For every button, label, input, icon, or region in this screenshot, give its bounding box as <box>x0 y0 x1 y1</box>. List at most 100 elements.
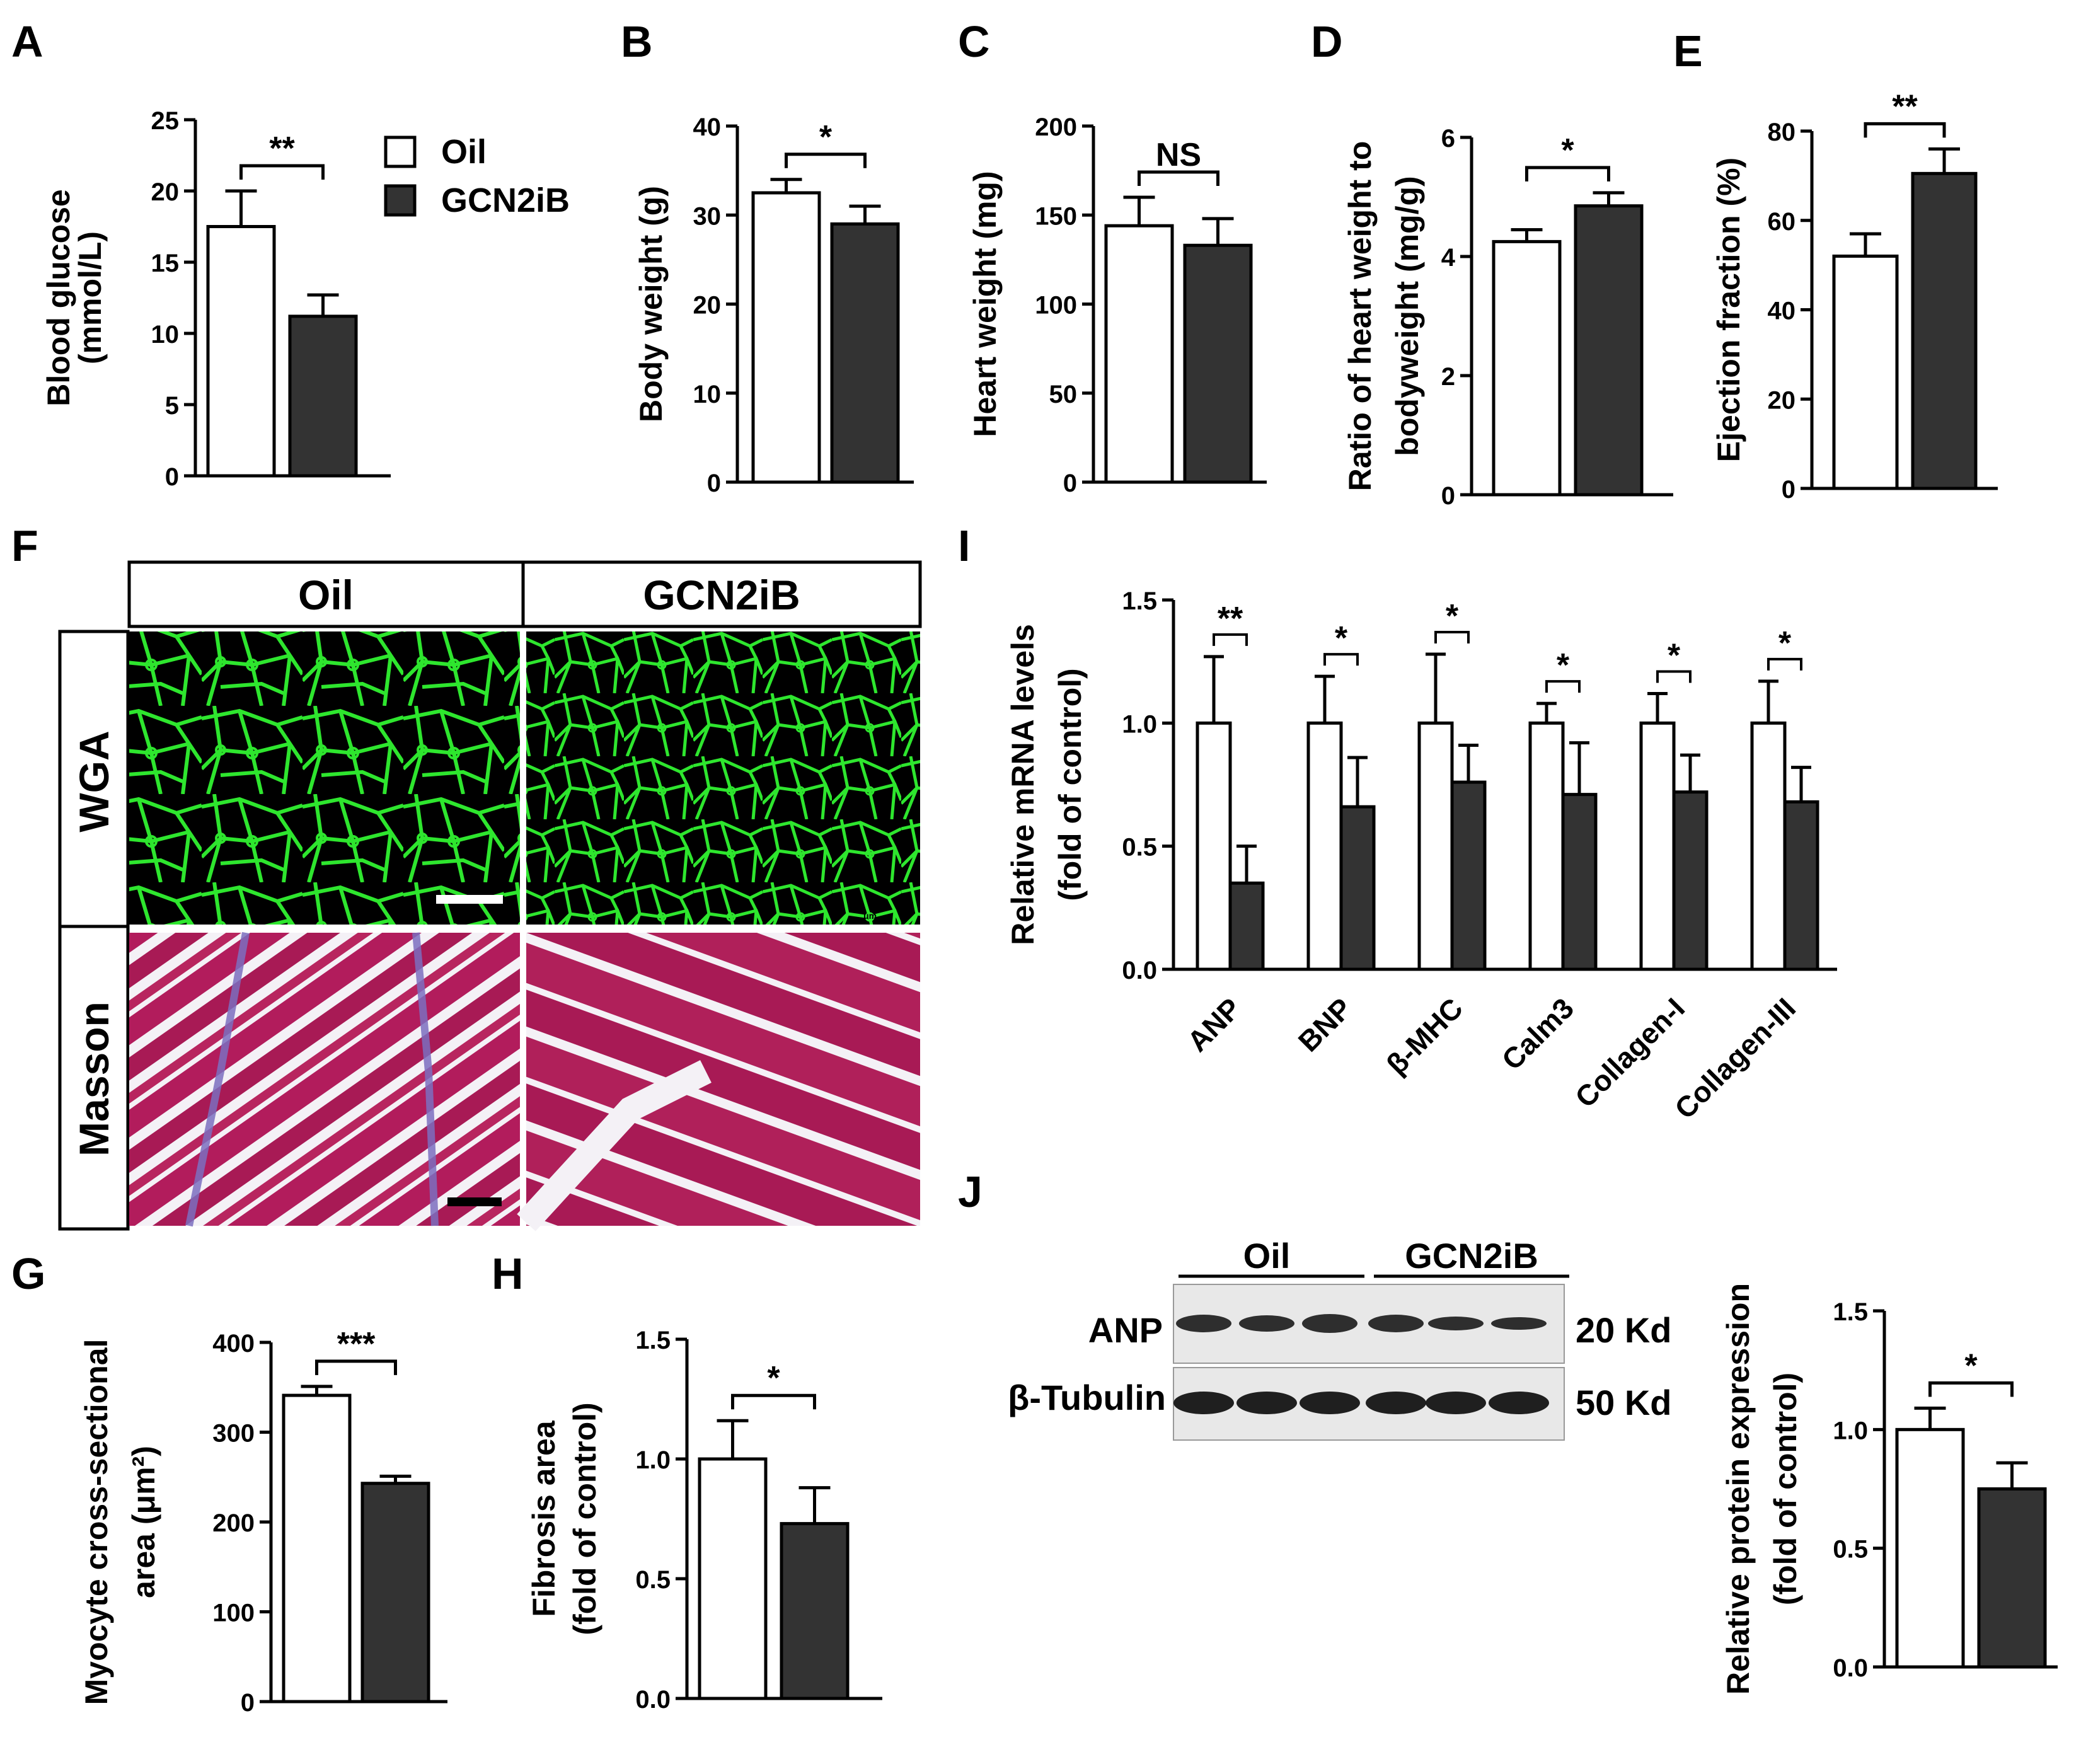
significance-bracket <box>239 164 325 180</box>
legend-swatch-oil <box>384 135 417 168</box>
bar <box>1417 721 1454 971</box>
row-header-wga: WGA <box>71 730 117 832</box>
x-tick-label: Collagen-I <box>1569 991 1691 1114</box>
significance-bracket <box>315 1359 397 1375</box>
masson-image-gcn2ib <box>526 933 920 1226</box>
panel-letter-J: J <box>958 1167 983 1216</box>
significance-bracket <box>1525 166 1610 182</box>
wga-scale-bar <box>436 895 503 904</box>
y-tick-label: 20 <box>693 292 722 320</box>
y-tick-label: 0.0 <box>635 1686 671 1714</box>
y-tick-label: 100 <box>1035 292 1077 320</box>
legend-swatch-gcn2ib <box>384 184 417 217</box>
y-tick-label: 6 <box>1441 125 1455 153</box>
y-axis-label: Body weight (g) <box>633 186 669 422</box>
significance-label: * <box>767 1360 780 1397</box>
chart-heart-body-ratio: 0 2 4 6 Ratio of heart weight to bodyweight (… <box>1342 125 1673 510</box>
anp-band <box>1302 1314 1357 1333</box>
y-tick-label: 100 <box>212 1600 255 1627</box>
tubulin-band <box>1236 1392 1297 1414</box>
col-header-box-oil <box>127 560 525 628</box>
significance-label: NS <box>1156 137 1201 173</box>
chart-myocyte-area: 0 100 200 300 400 Myocyte cross-sectional area… <box>79 1326 447 1717</box>
bar <box>1561 793 1598 971</box>
significance-label: ** <box>1218 601 1243 637</box>
legend-label-oil: Oil <box>441 133 487 171</box>
bar-gcn2ib <box>1183 243 1253 484</box>
y-tick-label: 200 <box>212 1509 255 1537</box>
legend-label-gcn2ib: GCN2iB <box>441 182 570 219</box>
y-tick-label: 0 <box>1063 470 1077 497</box>
tubulin-band <box>1426 1392 1486 1414</box>
tubulin-band <box>1300 1392 1360 1414</box>
chart-ejection-fraction: 0 20 40 60 80 Ejection fraction (%) ** <box>1711 88 1998 504</box>
bar-oil <box>1895 1427 1965 1669</box>
significance-bracket <box>1656 670 1692 683</box>
tubulin-band <box>1173 1392 1234 1414</box>
y-tick-label: 40 <box>1768 297 1796 325</box>
y-tick-label: 20 <box>151 178 180 206</box>
panel-letter-G: G <box>11 1249 45 1298</box>
blot-size-tubulin: 50 Kd <box>1576 1383 1672 1422</box>
bar-gcn2ib <box>288 314 358 478</box>
anp-band <box>1368 1315 1424 1332</box>
bar <box>1783 800 1819 971</box>
y-axis-label: Relative protein expression <box>1720 1283 1756 1695</box>
masson-image-oil <box>129 933 520 1226</box>
y-tick-label: 1.0 <box>1122 710 1157 738</box>
panel-letter-H: H <box>492 1249 524 1298</box>
significance-label: ** <box>1892 88 1918 125</box>
significance-label: * <box>1557 647 1570 684</box>
y-tick-label: 400 <box>212 1330 255 1358</box>
y-axis-label: Ejection fraction (%) <box>1711 158 1746 462</box>
y-axis-label: Heart weight (mg) <box>967 171 1003 437</box>
row-header-box-wga <box>58 630 130 928</box>
y-axis-label: Relative mRNA levels <box>1005 624 1040 945</box>
anp-band <box>1239 1315 1294 1332</box>
tubulin-band <box>1366 1392 1426 1414</box>
chart-heart-weight: 0 50 100 150 200 Heart weight (mg) NS <box>967 113 1267 497</box>
wga2-scale-text-0: 0 <box>832 911 837 921</box>
y-tick-label: 4 <box>1441 244 1456 272</box>
y-tick-label: 0.0 <box>1122 957 1157 984</box>
anp-band <box>1428 1317 1484 1330</box>
y-tick-label: 15 <box>151 250 180 277</box>
significance-label: *** <box>337 1326 376 1363</box>
y-tick-label: 2 <box>1441 363 1455 391</box>
y-tick-label: 60 <box>1768 208 1796 236</box>
y-tick-label: 10 <box>151 321 180 349</box>
bar-oil <box>1492 239 1562 497</box>
y-tick-label: 25 <box>151 107 180 135</box>
bar-oil <box>282 1393 352 1703</box>
chart-fibrosis-area: 0.0 0.5 1.0 1.5 Fibrosis area (fold of contro… <box>526 1327 882 1714</box>
x-tick-label: β-MHC <box>1380 991 1470 1081</box>
y-tick-label: 0 <box>1441 482 1455 510</box>
blot-label-tubulin: β-Tubulin <box>1008 1378 1166 1417</box>
significance-bracket <box>1864 122 1946 138</box>
chart-blood-glucose: 0 5 10 15 20 25 Blood glucose(mmol/L) ** <box>41 107 391 491</box>
legend: Oil GCN2iB <box>384 133 570 219</box>
y-tick-label: 1.5 <box>1833 1298 1868 1326</box>
y-axis-label: (fold of control) <box>1052 668 1088 901</box>
y-axis-label: Fibrosis area <box>526 1420 562 1617</box>
significance-bracket <box>1545 680 1581 693</box>
tubulin-band <box>1489 1392 1549 1414</box>
masson-gap <box>517 1060 712 1231</box>
y-tick-label: 5 <box>165 392 179 420</box>
bar-oil <box>206 225 276 478</box>
panel-letter-D: D <box>1311 17 1343 66</box>
significance-bracket <box>731 1393 816 1410</box>
panel-letter-F: F <box>11 521 38 570</box>
blot-group-oil: Oil <box>1243 1236 1291 1276</box>
blot-label-anp: ANP <box>1088 1310 1163 1350</box>
y-axis-label: (fold of control) <box>567 1402 602 1635</box>
bar-gcn2ib <box>1977 1487 2047 1669</box>
panel-letter-C: C <box>958 17 990 66</box>
western-blot: Oil GCN2iB ANP β-Tubulin 20 Kd 50 Kd <box>1008 1236 1672 1441</box>
significance-label: * <box>1446 598 1459 635</box>
significance-bracket <box>1928 1381 2014 1397</box>
y-tick-label: 0 <box>165 463 179 491</box>
y-tick-label: 10 <box>693 381 722 408</box>
y-tick-label: 40 <box>693 113 722 141</box>
